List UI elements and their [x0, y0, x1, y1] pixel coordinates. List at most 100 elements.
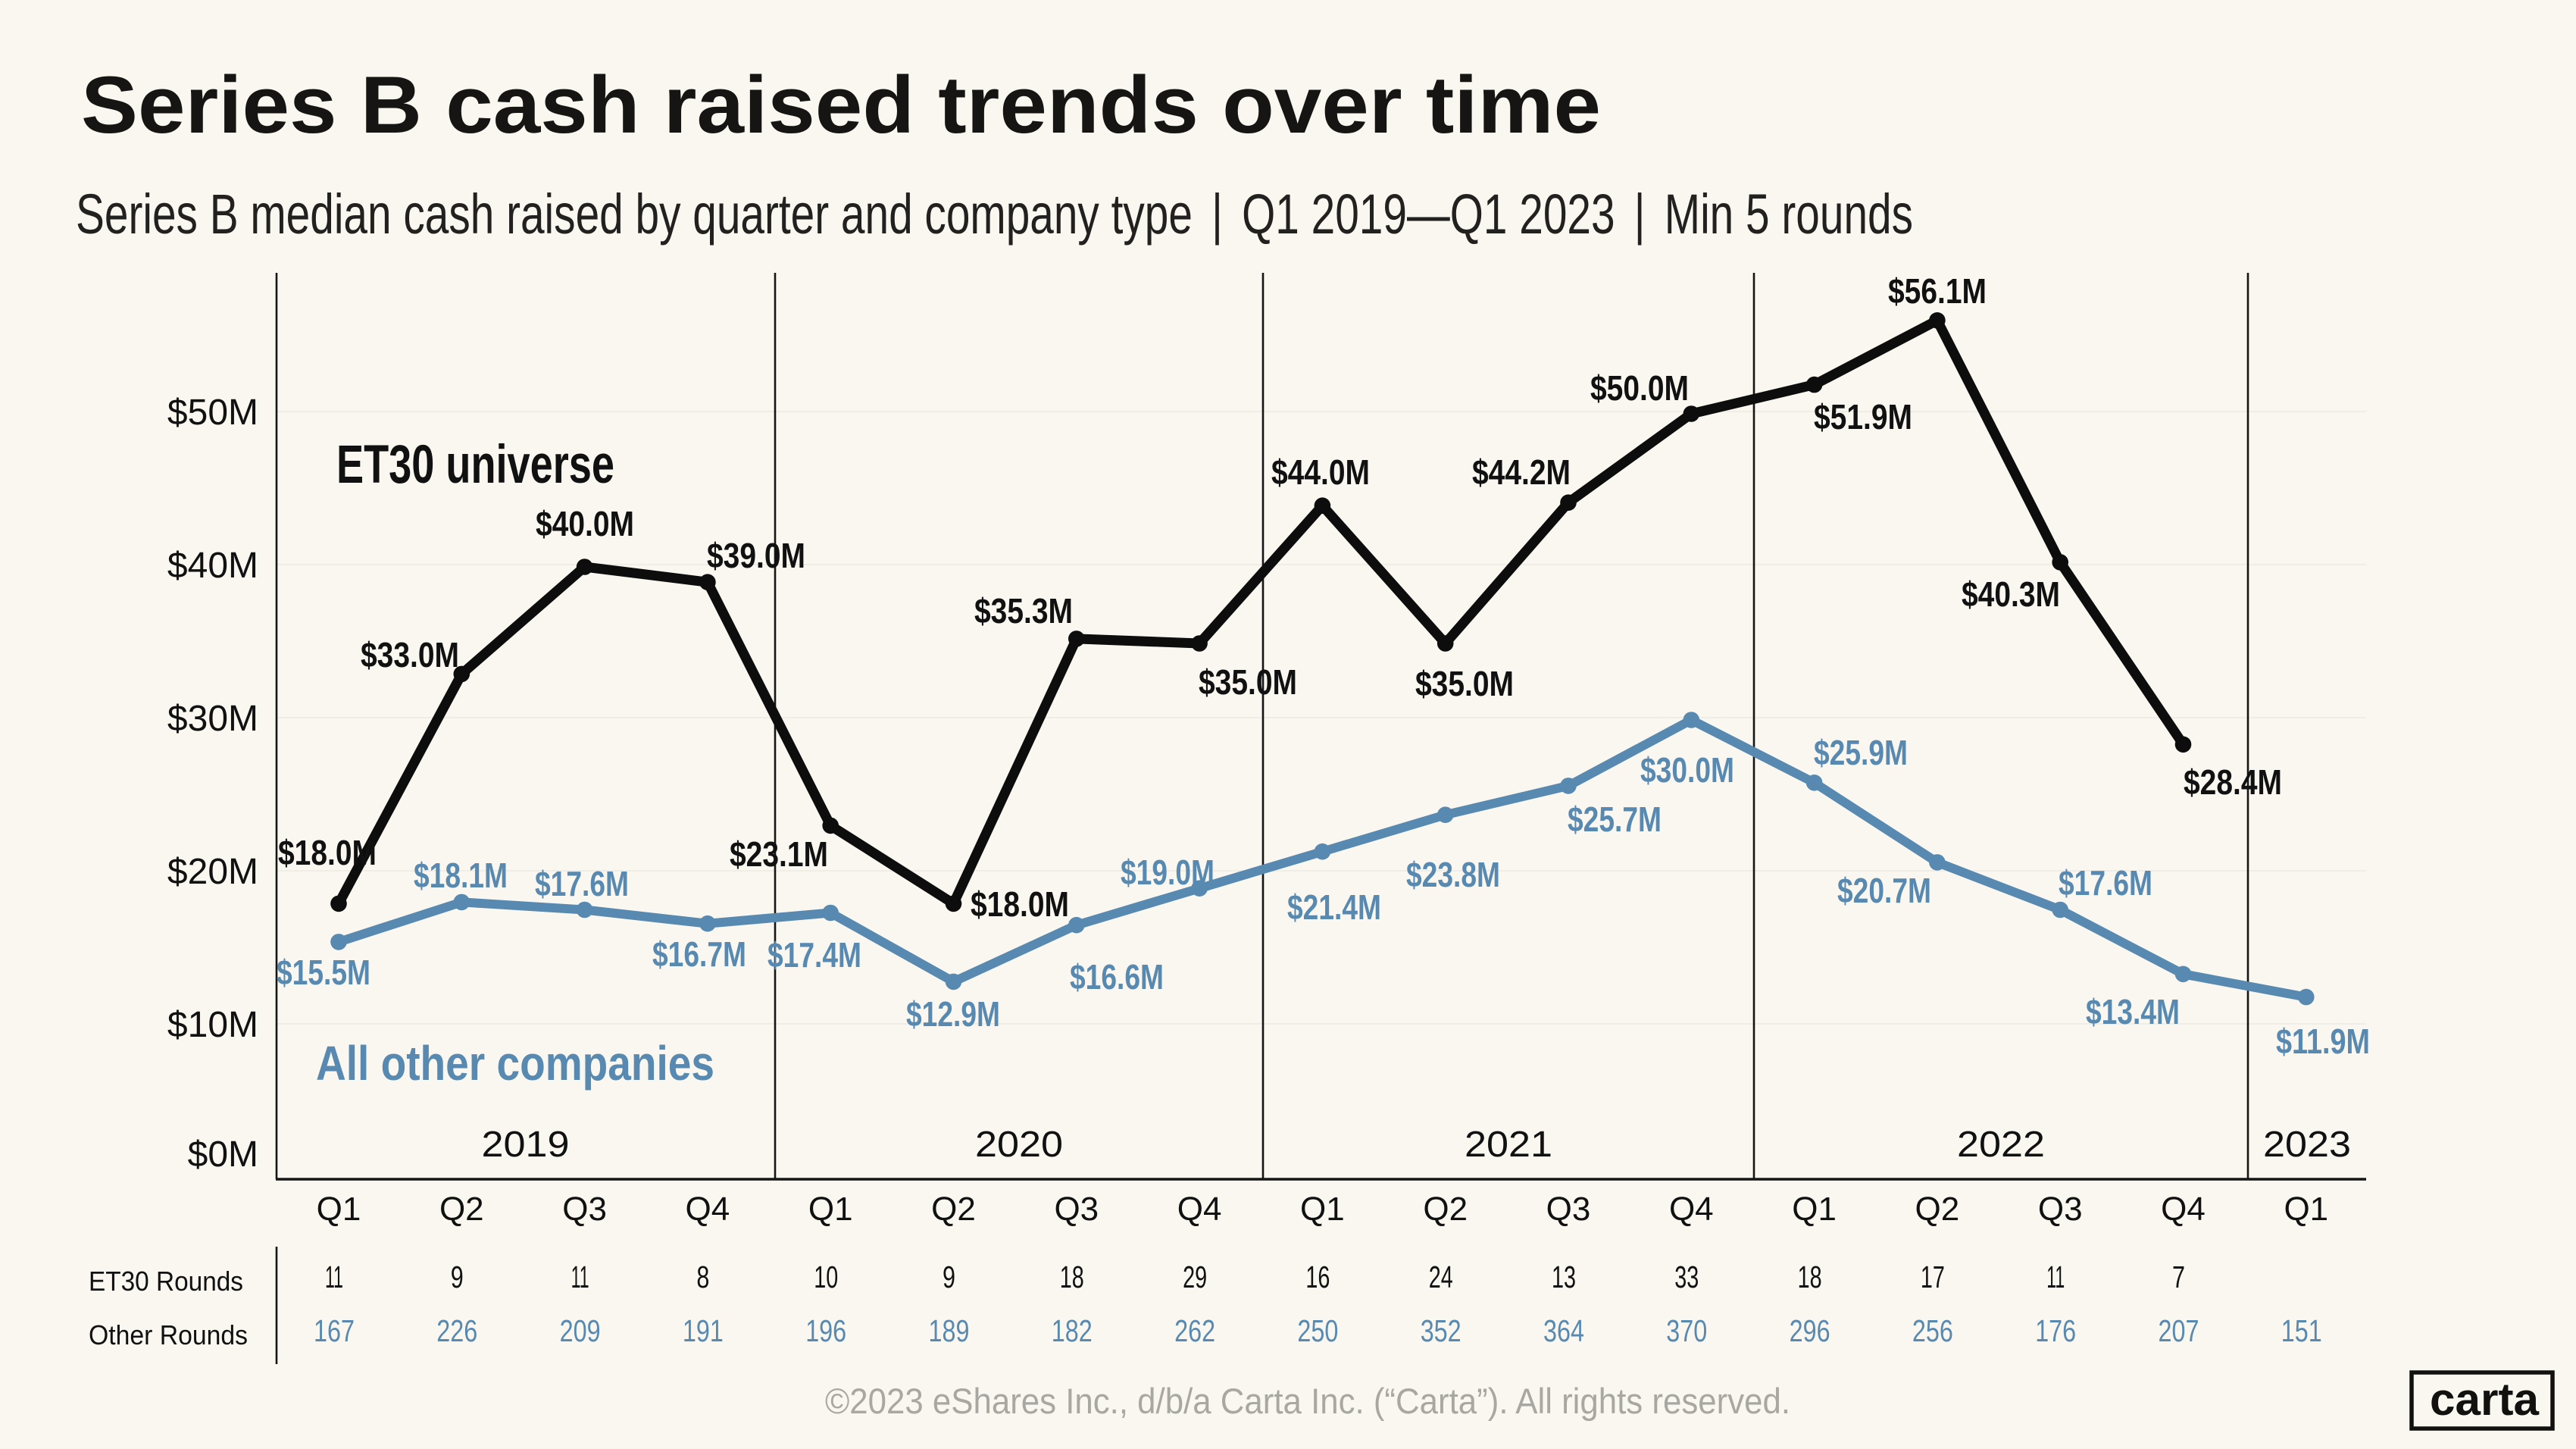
- svg-text:$20M: $20M: [167, 852, 258, 892]
- svg-text:carta: carta: [2430, 1374, 2540, 1425]
- svg-text:$13.4M: $13.4M: [2086, 992, 2180, 1031]
- svg-text:Q4: Q4: [2161, 1191, 2206, 1228]
- svg-text:$19.0M: $19.0M: [1121, 853, 1215, 892]
- svg-text:$35.0M: $35.0M: [1415, 664, 1514, 703]
- svg-text:Q4: Q4: [686, 1191, 730, 1228]
- svg-text:Q1: Q1: [808, 1191, 853, 1228]
- svg-text:11: 11: [571, 1260, 589, 1294]
- svg-text:$25.9M: $25.9M: [1814, 733, 1908, 772]
- svg-text:151: 151: [2281, 1313, 2322, 1348]
- svg-text:$17.6M: $17.6M: [535, 864, 629, 903]
- svg-text:$50M: $50M: [167, 393, 258, 433]
- svg-text:256: 256: [1912, 1313, 1953, 1348]
- svg-text:Q3: Q3: [1054, 1191, 1099, 1228]
- svg-text:All other companies: All other companies: [316, 1036, 714, 1091]
- svg-text:209: 209: [560, 1313, 601, 1348]
- svg-text:18: 18: [1798, 1260, 1822, 1294]
- svg-text:13: 13: [1552, 1260, 1576, 1294]
- svg-text:18: 18: [1060, 1260, 1084, 1294]
- svg-text:$23.8M: $23.8M: [1406, 855, 1500, 894]
- svg-text:$20.7M: $20.7M: [1837, 871, 1931, 910]
- svg-text:167: 167: [314, 1313, 355, 1348]
- svg-text:189: 189: [929, 1313, 970, 1348]
- svg-text:$23.1M: $23.1M: [730, 834, 828, 874]
- svg-text:Q3: Q3: [562, 1191, 607, 1228]
- svg-text:Q1: Q1: [1300, 1191, 1345, 1228]
- svg-text:29: 29: [1183, 1260, 1207, 1294]
- svg-text:©2023 eShares Inc., d/b/a Cart: ©2023 eShares Inc., d/b/a Carta Inc. (“C…: [825, 1381, 1790, 1421]
- svg-text:Q3: Q3: [1546, 1191, 1591, 1228]
- svg-text:$25.7M: $25.7M: [1568, 800, 1662, 839]
- svg-text:$21.4M: $21.4M: [1287, 887, 1381, 927]
- svg-text:$16.7M: $16.7M: [652, 934, 746, 974]
- svg-text:ET30 Rounds: ET30 Rounds: [89, 1266, 243, 1297]
- svg-text:$56.1M: $56.1M: [1888, 271, 1987, 311]
- svg-text:$40M: $40M: [167, 546, 258, 586]
- svg-text:Q1: Q1: [317, 1191, 361, 1228]
- svg-text:$51.9M: $51.9M: [1814, 397, 1912, 437]
- svg-text:$18.0M: $18.0M: [971, 884, 1069, 924]
- svg-text:$35.0M: $35.0M: [1199, 662, 1297, 702]
- svg-text:7: 7: [2172, 1260, 2185, 1294]
- svg-text:Q1: Q1: [1792, 1191, 1837, 1228]
- svg-text:364: 364: [1543, 1313, 1584, 1348]
- svg-text:226: 226: [436, 1313, 477, 1348]
- svg-text:Other Rounds: Other Rounds: [89, 1319, 248, 1350]
- svg-text:$17.6M: $17.6M: [2059, 863, 2152, 903]
- svg-text:Q2: Q2: [1915, 1191, 1960, 1228]
- svg-text:$12.9M: $12.9M: [906, 994, 1000, 1034]
- svg-text:2023: 2023: [2263, 1125, 2351, 1165]
- svg-text:$18.0M: $18.0M: [278, 833, 377, 872]
- svg-text:$44.0M: $44.0M: [1271, 452, 1370, 492]
- svg-text:Q2: Q2: [439, 1191, 484, 1228]
- svg-text:$10M: $10M: [167, 1005, 258, 1045]
- svg-text:$35.3M: $35.3M: [974, 591, 1073, 631]
- svg-text:11: 11: [325, 1260, 343, 1294]
- svg-text:$11.9M: $11.9M: [2276, 1022, 2370, 1061]
- svg-text:370: 370: [1666, 1313, 1707, 1348]
- svg-text:176: 176: [2035, 1313, 2076, 1348]
- svg-text:$16.6M: $16.6M: [1070, 957, 1164, 997]
- svg-text:$30.0M: $30.0M: [1640, 750, 1734, 790]
- svg-text:207: 207: [2159, 1313, 2199, 1348]
- svg-text:$17.4M: $17.4M: [767, 935, 861, 975]
- svg-text:Q2: Q2: [1423, 1191, 1468, 1228]
- svg-text:$28.4M: $28.4M: [2184, 762, 2282, 802]
- svg-text:296: 296: [1790, 1313, 1830, 1348]
- svg-text:$18.1M: $18.1M: [414, 856, 508, 895]
- svg-text:$0M: $0M: [188, 1134, 258, 1175]
- svg-text:191: 191: [683, 1313, 724, 1348]
- svg-text:33: 33: [1674, 1260, 1699, 1294]
- svg-text:Q3: Q3: [2038, 1191, 2083, 1228]
- svg-text:24: 24: [1429, 1260, 1453, 1294]
- svg-text:Series B cash raised trends ov: Series B cash raised trends over time: [81, 59, 1601, 150]
- svg-text:10: 10: [814, 1260, 838, 1294]
- svg-text:$50.0M: $50.0M: [1590, 368, 1689, 408]
- svg-text:$33.0M: $33.0M: [361, 635, 459, 674]
- svg-text:182: 182: [1052, 1313, 1093, 1348]
- svg-text:250: 250: [1297, 1313, 1338, 1348]
- svg-text:9: 9: [451, 1260, 464, 1294]
- svg-text:262: 262: [1174, 1313, 1215, 1348]
- svg-text:352: 352: [1421, 1313, 1462, 1348]
- svg-text:11: 11: [2046, 1260, 2065, 1294]
- svg-text:16: 16: [1305, 1260, 1330, 1294]
- svg-text:2022: 2022: [1957, 1125, 2045, 1165]
- svg-text:196: 196: [805, 1313, 846, 1348]
- svg-text:Q4: Q4: [1669, 1191, 1714, 1228]
- svg-text:$40.0M: $40.0M: [536, 504, 634, 543]
- svg-text:2021: 2021: [1465, 1125, 1552, 1165]
- svg-text:$40.3M: $40.3M: [1962, 574, 2060, 614]
- svg-text:$30M: $30M: [167, 699, 258, 739]
- svg-text:$15.5M: $15.5M: [277, 953, 370, 992]
- svg-text:2020: 2020: [975, 1125, 1063, 1165]
- svg-text:9: 9: [943, 1260, 955, 1294]
- svg-text:ET30 universe: ET30 universe: [336, 435, 614, 495]
- svg-text:Series B median cash raised by: Series B median cash raised by quarter a…: [76, 183, 1913, 246]
- svg-text:Q4: Q4: [1177, 1191, 1222, 1228]
- svg-text:$44.2M: $44.2M: [1472, 452, 1571, 492]
- svg-text:2019: 2019: [482, 1125, 570, 1165]
- svg-text:17: 17: [1921, 1260, 1945, 1294]
- svg-text:$39.0M: $39.0M: [707, 536, 805, 575]
- svg-text:8: 8: [696, 1260, 709, 1294]
